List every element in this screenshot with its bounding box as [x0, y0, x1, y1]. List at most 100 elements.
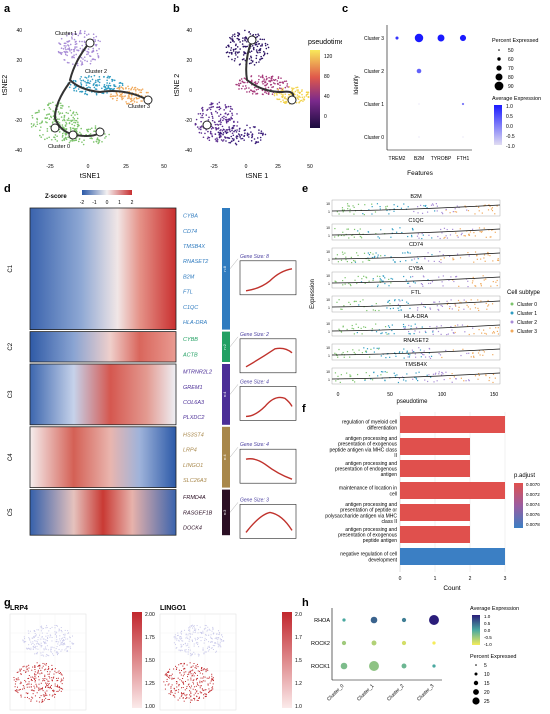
cell-point [190, 695, 192, 697]
cell-point [177, 691, 179, 693]
cell-point [57, 679, 59, 681]
cell-point [204, 689, 206, 691]
expr-point [471, 228, 474, 230]
cell-point [209, 132, 212, 134]
cell-point [46, 632, 48, 634]
cell-point [185, 698, 187, 700]
cell-point [41, 625, 43, 627]
cell-point [34, 666, 36, 668]
cell-point [85, 84, 88, 86]
cell-point [191, 685, 193, 687]
cell-point [238, 134, 241, 136]
expr-point [355, 323, 357, 325]
expr-point [421, 212, 424, 214]
expr-point [468, 380, 470, 382]
axis-xlabel-b: tSNE 1 [246, 173, 268, 180]
expr-point [472, 327, 474, 329]
cell-point [204, 132, 206, 135]
expr-point [394, 299, 396, 301]
expr-point [445, 208, 447, 211]
cell-point [37, 642, 39, 644]
cell-point [58, 113, 61, 115]
cell-point [40, 638, 42, 640]
tick-label: -20 [185, 118, 192, 124]
cell-point [204, 628, 206, 630]
cell-point [56, 625, 58, 627]
cell-point [80, 83, 83, 86]
cell-point [60, 104, 62, 107]
expr-point [422, 234, 424, 236]
legend-tick: 80 [324, 74, 330, 80]
cell-point [192, 627, 194, 629]
cell-point [222, 119, 224, 122]
cell-point [34, 668, 36, 670]
expr-point [455, 378, 457, 380]
cell-point [50, 650, 52, 652]
expr-point [347, 205, 349, 207]
expr-point [469, 308, 471, 310]
cell-point [196, 683, 198, 685]
cell-point [292, 88, 294, 90]
cell-point [69, 126, 72, 129]
cell-point [60, 641, 62, 643]
group-size-tag: n:4 [222, 391, 227, 397]
cell-point [31, 669, 33, 671]
cell-point [23, 640, 25, 642]
expr-point [407, 353, 410, 355]
cell-point [194, 697, 196, 699]
cell-point [229, 36, 231, 39]
cell-point [57, 643, 59, 645]
cell-point [34, 636, 36, 638]
cell-point [88, 75, 90, 77]
group-color-bar [222, 364, 230, 425]
expr-point [492, 280, 494, 283]
cell-point [38, 683, 40, 685]
cell-point [34, 674, 36, 676]
expr-point [341, 353, 343, 355]
expr-point [397, 303, 400, 306]
tick-label: 1 [328, 282, 330, 286]
expr-point [443, 237, 445, 239]
cell-point [186, 687, 188, 689]
cell-point [58, 628, 60, 630]
legend-tick: 0.0074 [526, 502, 540, 507]
cell-point [249, 89, 252, 91]
cell-point [94, 38, 96, 41]
expr-point [437, 308, 439, 311]
cell-point [103, 88, 106, 91]
cell-point [40, 626, 42, 628]
cell-point [15, 690, 17, 692]
cell-point [93, 130, 95, 133]
cell-point [118, 82, 121, 84]
tick-label: 0 [19, 88, 22, 94]
expr-point [382, 280, 384, 282]
expr-point [431, 254, 433, 256]
cell-point [277, 77, 280, 80]
expr-point [405, 380, 407, 382]
cell-point [261, 57, 264, 60]
cell-point [228, 128, 231, 130]
cell-point [230, 116, 232, 119]
cell-point [67, 45, 70, 47]
cell-point [66, 646, 68, 648]
cell-point [28, 637, 30, 639]
cell-point [227, 44, 230, 47]
cell-point [191, 653, 193, 655]
cell-point [71, 56, 73, 59]
cell-point [190, 679, 192, 681]
cell-point [71, 123, 73, 126]
cell-point [193, 675, 195, 677]
expr-point [429, 326, 431, 328]
expr-point [396, 231, 398, 233]
cell-point [199, 128, 202, 131]
cell-point [234, 57, 236, 60]
cell-point [35, 643, 37, 645]
cell-point [210, 637, 212, 639]
cell-point [277, 76, 280, 78]
cell-point [251, 45, 254, 47]
expr-point [347, 208, 349, 210]
cell-point [171, 678, 173, 680]
dot [371, 640, 377, 646]
gene-strip-title: B2M [410, 194, 422, 200]
cell-point [72, 63, 74, 65]
